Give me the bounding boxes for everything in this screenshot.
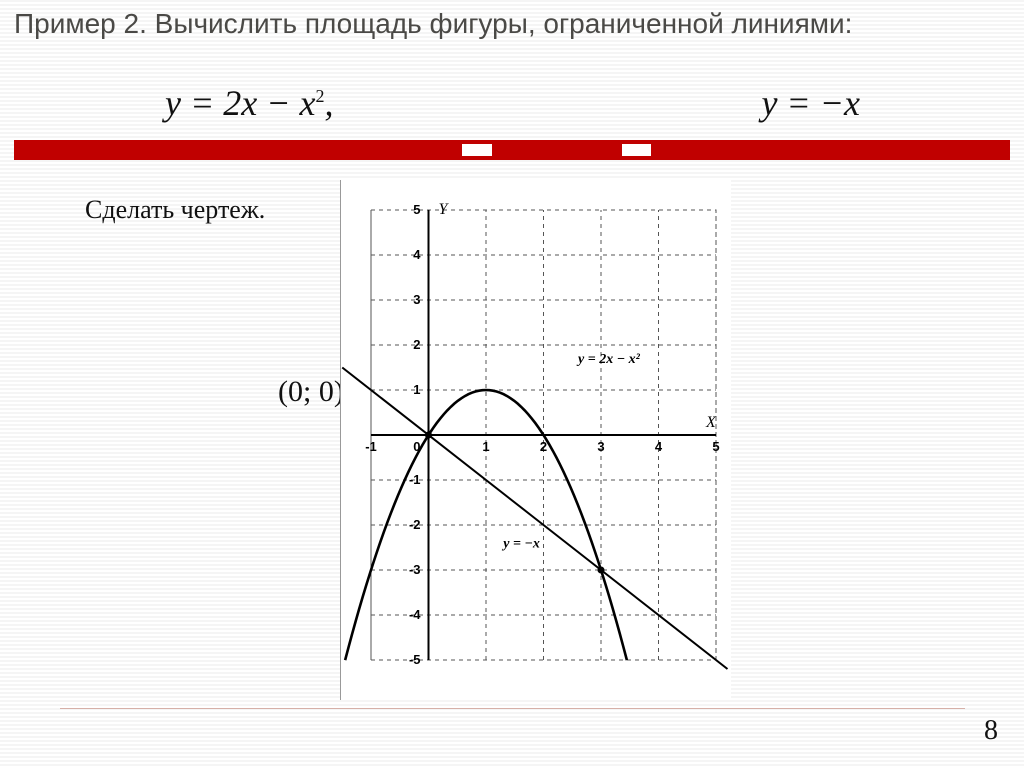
footer-line — [60, 708, 965, 709]
svg-text:-1: -1 — [365, 439, 377, 454]
formulas-row: y = 2x − x2, y = −x — [165, 82, 925, 124]
svg-text:3: 3 — [597, 439, 604, 454]
svg-text:-3: -3 — [409, 562, 421, 577]
svg-text:-2: -2 — [409, 517, 421, 532]
chart: -112345-5-4-3-2-1123450XYy = 2x − x²y = … — [340, 180, 730, 700]
decorative-bar — [14, 140, 1010, 160]
svg-text:5: 5 — [413, 202, 420, 217]
bar-mid — [14, 144, 1010, 156]
svg-text:y = 2x − x²: y = 2x − x² — [576, 352, 641, 367]
slide-title: Пример 2. Вычислить площадь фигуры, огра… — [14, 6, 914, 41]
chart-svg: -112345-5-4-3-2-1123450XYy = 2x − x²y = … — [341, 180, 731, 700]
formula-1-post: , — [325, 83, 334, 123]
formula-2: y = −x — [761, 82, 860, 124]
svg-text:4: 4 — [655, 439, 663, 454]
svg-text:5: 5 — [712, 439, 719, 454]
svg-text:1: 1 — [482, 439, 489, 454]
bar-bot — [14, 156, 1010, 160]
svg-text:3: 3 — [413, 292, 420, 307]
svg-text:-4: -4 — [409, 607, 421, 622]
svg-text:y = −x: y = −x — [501, 537, 540, 552]
page-number: 8 — [984, 715, 998, 747]
svg-text:4: 4 — [413, 247, 421, 262]
formula-1-pre: y = 2x − x — [165, 83, 316, 123]
svg-text:X: X — [705, 414, 717, 431]
svg-text:-5: -5 — [409, 652, 421, 667]
svg-text:2: 2 — [413, 337, 420, 352]
formula-1-sup: 2 — [316, 86, 325, 106]
svg-text:-1: -1 — [409, 472, 421, 487]
point-label: (0; 0) — [278, 375, 344, 409]
formula-1: y = 2x − x2, — [165, 82, 334, 124]
instruction-text: Сделать чертеж. — [85, 195, 265, 225]
svg-text:1: 1 — [413, 382, 420, 397]
